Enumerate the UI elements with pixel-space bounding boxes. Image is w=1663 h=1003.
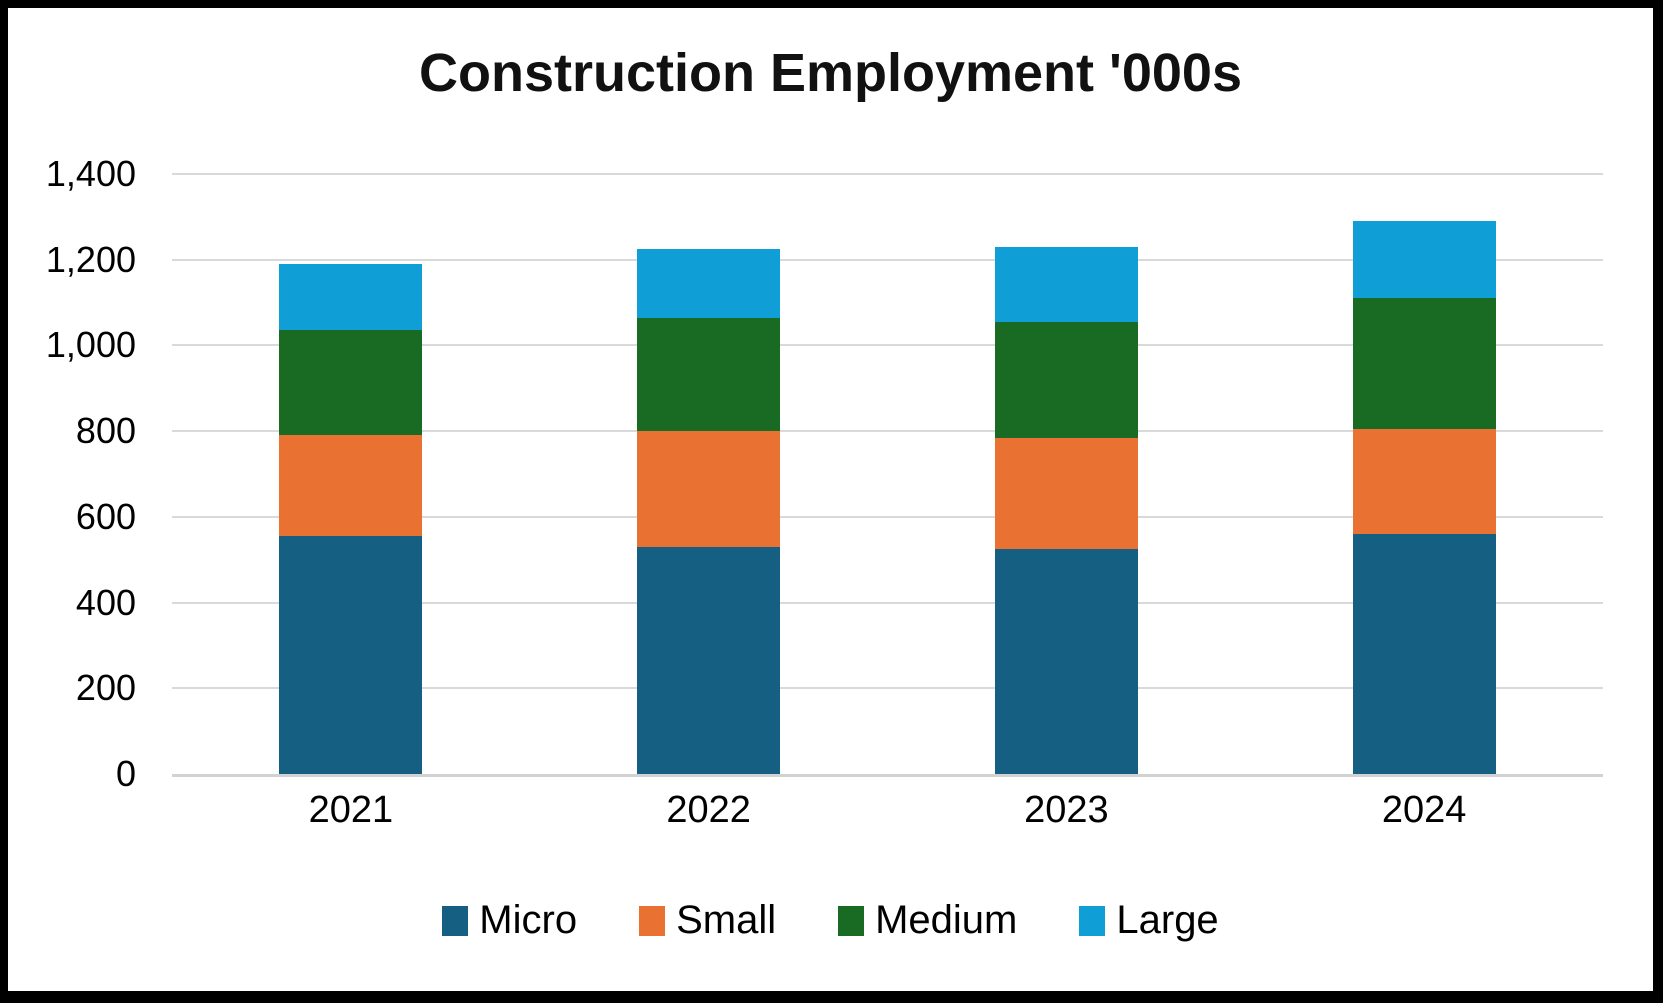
gridline [172, 601, 1603, 604]
gridline [172, 344, 1603, 347]
gridline [172, 515, 1603, 518]
bar-segment-small-2021 [279, 435, 423, 537]
legend-item-medium: Medium [838, 898, 1017, 943]
bar-segment-medium-2021 [279, 330, 423, 436]
y-tick-label: 1,200 [45, 238, 136, 280]
legend-item-large: Large [1079, 898, 1219, 943]
bar-segment-medium-2024 [1352, 298, 1496, 429]
legend: Micro Small Medium Large [8, 898, 1653, 943]
bar-segment-large-2023 [994, 246, 1138, 322]
legend-swatch-small-icon [639, 905, 666, 936]
y-tick-label: 200 [75, 667, 136, 709]
bar-segment-medium-2022 [637, 317, 781, 432]
legend-label-medium: Medium [875, 898, 1018, 942]
chart-title: Construction Employment '000s [419, 43, 1242, 103]
legend-label-large: Large [1116, 898, 1219, 942]
bar-segment-micro-2024 [1352, 534, 1496, 774]
bar-segment-large-2021 [279, 264, 423, 331]
x-tick-label-2021: 2021 [308, 789, 394, 831]
bar-segment-small-2022 [637, 431, 781, 547]
y-tick-label: 800 [75, 410, 136, 452]
legend-label-micro: Micro [479, 898, 578, 942]
y-tick-label: 1,400 [45, 153, 136, 194]
bar-segment-small-2024 [1352, 429, 1496, 534]
bar-segment-micro-2023 [994, 549, 1138, 774]
y-tick-label: 0 [115, 753, 136, 794]
bar-segment-micro-2021 [279, 536, 423, 774]
gridline [172, 430, 1603, 433]
x-tick-label-2023: 2023 [1024, 789, 1109, 831]
y-tick-label: 600 [75, 495, 136, 537]
bar-segment-large-2022 [637, 249, 781, 318]
legend-swatch-medium-icon [838, 905, 865, 936]
y-tick-label: 1,000 [45, 324, 136, 366]
gridline [172, 687, 1603, 690]
x-axis-line [172, 774, 1603, 777]
legend-swatch-large-icon [1079, 905, 1106, 936]
x-tick-label-2022: 2022 [666, 789, 751, 831]
y-tick-label: 400 [75, 581, 136, 623]
gridline [172, 173, 1603, 175]
bar-segment-medium-2023 [994, 321, 1138, 438]
legend-swatch-micro-icon [442, 905, 469, 936]
legend-item-small: Small [639, 898, 776, 943]
bar-segment-large-2024 [1352, 221, 1496, 299]
legend-item-micro: Micro [442, 898, 577, 943]
bar-segment-small-2023 [994, 437, 1138, 549]
gridline [172, 258, 1603, 261]
bar-segment-micro-2022 [637, 546, 781, 774]
legend-label-small: Small [676, 898, 777, 942]
x-tick-label-2024: 2024 [1381, 789, 1467, 831]
